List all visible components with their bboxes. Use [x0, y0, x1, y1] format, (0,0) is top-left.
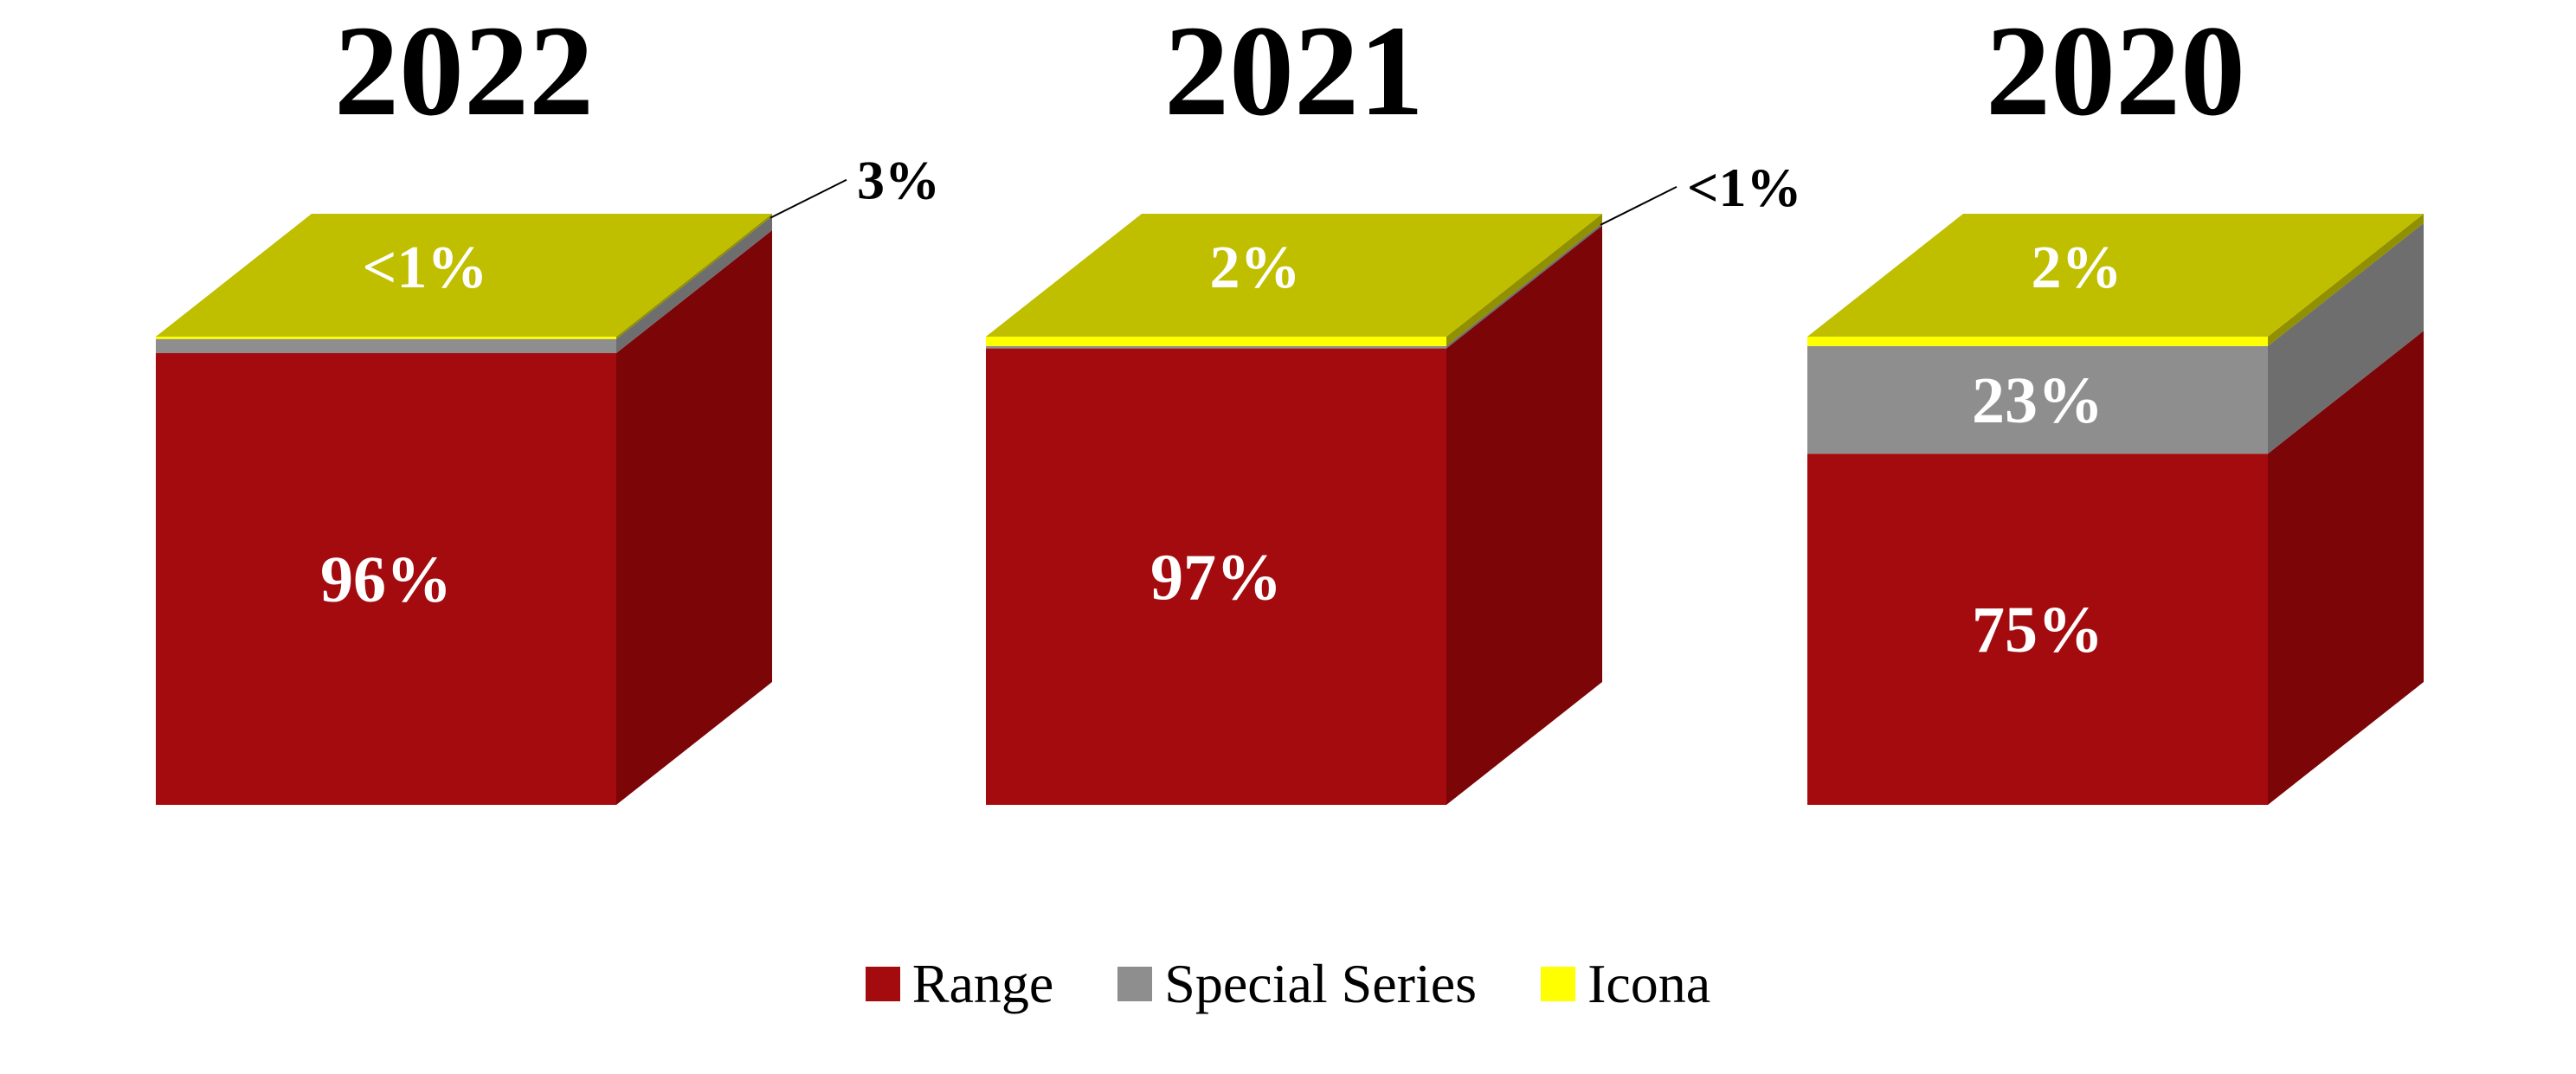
icona-front-face	[156, 337, 616, 339]
chart-title-2021: 2021	[1164, 0, 1424, 143]
special-series-front-face	[156, 338, 616, 354]
legend-label-special-series: Special Series	[1164, 953, 1478, 1014]
range-front-face	[156, 353, 616, 805]
special-series-side-face	[1446, 222, 1602, 349]
icona-segment-label: <1%	[363, 235, 488, 301]
range-front-face	[986, 348, 1446, 805]
legend-label-range: Range	[911, 953, 1054, 1014]
cube-2022: 96% 3% <1%	[156, 150, 940, 805]
icona-segment-label: 2%	[1210, 235, 1301, 301]
icona-top-face	[156, 214, 772, 337]
range-segment-label: 96%	[320, 543, 452, 616]
legend-swatch-special-series	[1117, 967, 1153, 1001]
legend-swatch-range	[865, 967, 900, 1001]
special-series-side-face	[2268, 222, 2424, 454]
legend-item-icona: Icona	[1541, 952, 1710, 1016]
icona-top-face	[1807, 214, 2424, 337]
special-series-callout-label: <1%	[1687, 157, 1801, 218]
icona-side-face	[616, 214, 772, 339]
range-segment-label: 97%	[1150, 541, 1282, 614]
chart-title-2022: 2022	[334, 0, 594, 143]
callout-line	[1600, 185, 1678, 226]
legend-label-icona: Icona	[1587, 953, 1711, 1014]
range-side-face	[1446, 225, 1602, 805]
special-series-callout-label: 3%	[857, 150, 940, 211]
range-front-face	[1807, 453, 2268, 805]
range-segment-label: 75%	[1972, 594, 2103, 666]
icona-top-face	[986, 214, 1602, 337]
special-series-front-face	[986, 345, 1446, 349]
icona-side-face	[1446, 214, 1602, 346]
range-side-face	[616, 230, 772, 805]
legend: Range Special Series Icona	[0, 952, 2576, 1016]
icona-segment-label: 2%	[2032, 235, 2122, 301]
cube-2021: 97% <1% 2%	[986, 157, 1801, 805]
special-series-side-face	[616, 215, 772, 354]
callout-line	[770, 178, 847, 219]
icona-side-face	[2268, 214, 2424, 346]
cube-2020: 75% 23% 2%	[1807, 214, 2424, 805]
legend-item-special-series: Special Series	[1117, 952, 1477, 1016]
legend-item-range: Range	[865, 952, 1054, 1016]
special-series-front-face	[1807, 345, 2268, 454]
chart-title-2020: 2020	[1986, 0, 2245, 143]
legend-swatch-icona	[1541, 967, 1576, 1001]
special-series-segment-label: 23%	[1972, 364, 2103, 437]
icona-front-face	[1807, 337, 2268, 346]
range-side-face	[2268, 331, 2424, 805]
icona-front-face	[986, 337, 1446, 346]
